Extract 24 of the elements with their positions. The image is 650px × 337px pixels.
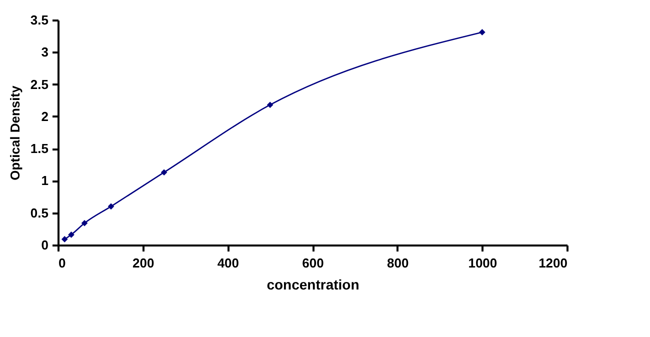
point	[81, 220, 88, 226]
y-tick-label: 3	[41, 44, 48, 60]
point	[266, 102, 274, 108]
y-tick-label: 2.5	[30, 76, 48, 92]
y-tick-label: 1	[41, 173, 48, 188]
y-tick-label: 2	[41, 108, 48, 124]
x-tick-label: 1000	[468, 256, 498, 270]
point	[160, 169, 168, 176]
y-tick-label: 1.5	[30, 141, 48, 156]
point	[108, 203, 114, 210]
x-tick-label: 400	[217, 256, 240, 270]
x-tick-label: 800	[386, 256, 409, 270]
x-tick-label: 1200	[538, 256, 568, 270]
x-tick-label: 0	[58, 256, 66, 270]
point	[479, 29, 486, 36]
y-tick-label: 0	[41, 238, 48, 252]
x-axis-title: concentration	[266, 276, 360, 292]
y-tick-label: 0.5	[30, 205, 48, 220]
point	[68, 232, 74, 238]
x-tick-label: 200	[132, 256, 154, 270]
point	[61, 236, 68, 242]
y-tick-label: 3.5	[30, 12, 48, 28]
x-tick-label: 600	[302, 256, 324, 270]
y-axis-title: Optical Density	[7, 84, 22, 180]
